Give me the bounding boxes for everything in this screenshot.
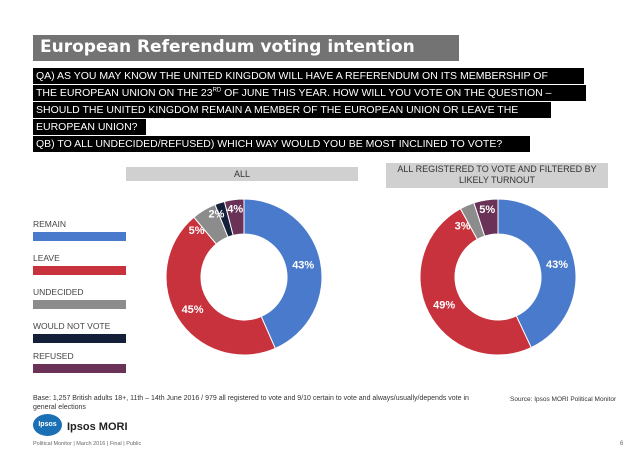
donut-slice-remain [497,198,577,349]
donut-slice-refused [223,198,245,236]
panel-label-registered-line-1: ALL REGISTERED TO VOTE AND FILTERED BY [397,164,597,174]
brand-name: Ipsos MORI [67,421,128,433]
legend-swatch-remain [33,232,126,241]
panel-label-all: ALL [126,167,358,181]
legend-swatch-undecided [33,300,126,309]
footer-text: Political Monitor | March 2016 | Final |… [33,441,142,447]
donut-label-undecided: 5% [189,225,205,237]
question-a-line-2-start: THE EUROPEAN UNION ON THE 23 [36,87,213,99]
question-a-line-2: THE EUROPEAN UNION ON THE 23RD OF JUNE T… [33,85,586,101]
question-a-line-2-end: OF JUNE THIS YEAR. HOW WILL YOU VOTE ON … [221,87,552,99]
legend-swatch-would-not-vote [33,334,126,343]
legend-swatch-refused [33,364,126,373]
donut-label-remain: 43% [546,259,568,271]
ipsos-logo: Ipsos [33,414,62,436]
panel-label-registered: ALL REGISTERED TO VOTE AND FILTERED BY L… [386,163,608,188]
question-a-line-4: EUROPEAN UNION? [33,119,146,135]
legend-swatch-leave [33,266,126,275]
donut-label-undecided: 3% [455,221,471,233]
question-a-line-3: SHOULD THE UNITED KINGDOM REMAIN A MEMBE… [33,102,551,118]
donut-slice-remain [243,198,323,350]
legend-label-undecided: UNDECIDED [33,287,84,297]
base-note: Base: 1,257 British adults 18+, 11th – 1… [33,395,469,411]
legend-label-leave: LEAVE [33,253,60,263]
panel-label-registered-line-2: LIKELY TURNOUT [458,175,536,185]
donut-chart-registered: 43% 49% 3% 5% [419,198,577,356]
legend-item-undecided: UNDECIDED [33,287,126,309]
legend-label-refused: REFUSED [33,351,74,361]
page-number: 6 [620,441,624,447]
title-bar: European Referendum voting intention [33,35,459,61]
source-note: Source: Ipsos MORI Political Monitor [510,396,617,403]
donut-chart-all: 43% 45% 5% 2% 4% [165,198,323,356]
page-title: European Referendum voting intention [40,37,415,57]
donut-slice-leave [165,216,276,356]
donut-label-leave: 49% [433,299,455,311]
question-a-superscript: RD [212,87,222,94]
donut-label-remain: 43% [292,260,314,272]
legend-item-would-not-vote: WOULD NOT VOTE [33,321,126,343]
legend-label-would-not-vote: WOULD NOT VOTE [33,321,111,331]
question-a-line-1: QA) AS YOU MAY KNOW THE UNITED KINGDOM W… [33,68,584,84]
donut-label-leave: 45% [182,304,204,316]
donut-label-would-not-vote: 2% [209,208,225,220]
donut-label-refused: 5% [479,204,495,216]
legend-item-remain: REMAIN [33,219,126,241]
donut-slice-leave [419,207,532,356]
donut-label-refused: 4% [227,204,243,216]
donut-slice-refused [473,198,499,237]
legend-label-remain: REMAIN [33,219,67,229]
legend-item-refused: REFUSED [33,351,126,373]
legend-item-leave: LEAVE [33,253,126,275]
question-b-line: QB) TO ALL UNDECIDED/REFUSED) WHICH WAY … [33,136,530,152]
